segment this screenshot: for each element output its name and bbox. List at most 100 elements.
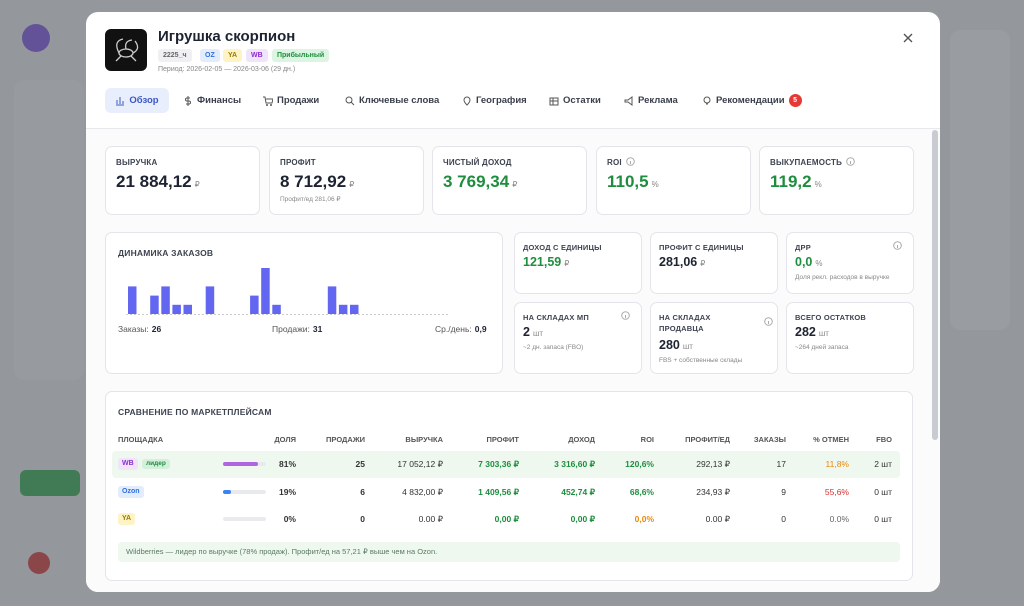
- table-title: СРАВНЕНИЕ ПО МАРКЕТПЛЕЙСАМ: [118, 407, 272, 417]
- tab[interactable]: Остатки: [549, 88, 601, 113]
- chart-stat: Продажи: 31: [272, 324, 322, 334]
- order-bar: [172, 304, 181, 314]
- column-header: ПРОФИТ/ЕД: [685, 435, 730, 444]
- order-bar: [250, 295, 259, 314]
- tab[interactable]: Финансы: [183, 88, 241, 113]
- column-header: ЗАКАЗЫ: [753, 435, 786, 444]
- orders-chart: [126, 268, 450, 315]
- kpi-label: ПРОФИТ: [280, 158, 316, 167]
- share-bar: [223, 489, 232, 494]
- tab-icon: [116, 96, 125, 105]
- table-cell: 0: [360, 514, 365, 524]
- table-cell: 19%: [278, 486, 296, 497]
- tab[interactable]: География: [462, 88, 527, 113]
- value: 110,5: [607, 172, 649, 191]
- info-icon[interactable]: [764, 317, 773, 326]
- unit: ₽: [700, 259, 706, 268]
- unit: %: [815, 259, 823, 268]
- chart-stat: Ср./день: 0,9: [435, 324, 487, 334]
- table-cell: 81%: [278, 459, 296, 469]
- order-bar: [183, 304, 192, 314]
- tab[interactable]: Рекомендации 5: [702, 88, 802, 113]
- kpi-card: [269, 146, 424, 215]
- kpi-sub: Профит/ед 281,06 ₽: [280, 196, 341, 203]
- info-icon[interactable]: [621, 311, 630, 320]
- unit: ₽: [194, 180, 200, 189]
- share-track: [223, 517, 266, 521]
- metric-card: [786, 302, 914, 374]
- column-header: ДОЛЯ: [274, 435, 296, 444]
- tag: 2225_ч: [158, 49, 192, 62]
- close-button[interactable]: [902, 32, 914, 44]
- platform-tag: YA: [118, 513, 136, 525]
- tab-icon: [624, 95, 633, 106]
- column-header: ПРОФИТ: [486, 435, 519, 444]
- table-cell: 0 шт: [874, 486, 892, 497]
- info-icon[interactable]: [846, 157, 855, 166]
- metric-label: ДОХОД С ЕДИНИЦЫ: [523, 243, 602, 252]
- column-header: ДОХОД: [568, 435, 595, 444]
- tab-icon: [345, 96, 355, 105]
- table-cell: 3 316,60 ₽: [554, 459, 595, 469]
- table-cell: 4 832,00 ₽: [402, 486, 443, 497]
- metric-value: 110,5%: [607, 172, 659, 192]
- metric-sub: ~264 дней запаса: [795, 344, 849, 351]
- tag: Прибыльный: [272, 49, 330, 62]
- order-bar: [272, 304, 281, 314]
- order-bar: [261, 268, 270, 314]
- kpi-card: [759, 146, 914, 215]
- table-cell: 0.0%: [829, 514, 849, 524]
- metric-value: 281,06 ₽: [659, 255, 705, 269]
- tab-label: Реклама: [638, 95, 678, 106]
- order-bar: [350, 304, 359, 314]
- metric-card: [514, 302, 642, 374]
- metric-sub: Доля рекл. расходов в выручке: [795, 274, 890, 281]
- tab-label: География: [476, 95, 527, 106]
- order-bar: [161, 286, 170, 314]
- table-cell: 0: [781, 514, 786, 524]
- scrollbar[interactable]: [932, 130, 938, 440]
- order-bar: [327, 286, 337, 314]
- tab-icon: [549, 97, 559, 105]
- table-cell: 17 052,12 ₽: [397, 459, 443, 469]
- table-cell: 2 шт: [874, 459, 892, 469]
- unit: шт: [532, 329, 544, 338]
- table-cell: 11,8%: [825, 459, 849, 469]
- metric-sub: ~2 дн. запаса (FBO): [523, 344, 584, 351]
- metric-value: 119,2%: [770, 172, 822, 192]
- info-icon[interactable]: [626, 157, 635, 166]
- value: 282: [795, 325, 816, 339]
- scorpion-icon: [115, 38, 139, 62]
- metric-value: 2 шт: [523, 325, 543, 339]
- metric-card: [650, 302, 778, 374]
- table-cell: 68,6%: [629, 486, 654, 497]
- tag: WB: [246, 49, 268, 62]
- kpi-label: ВЫРУЧКА: [116, 158, 158, 167]
- metric-value: 8 712,92 ₽: [280, 172, 354, 192]
- leader-badge: лидер: [142, 459, 170, 469]
- kpi-label: ROI: [607, 158, 622, 167]
- value: 281,06: [659, 255, 698, 269]
- tab-icon: [463, 96, 471, 106]
- tab[interactable]: Обзор: [105, 88, 169, 113]
- metric-card: [514, 232, 642, 294]
- table-cell: 452,74 ₽: [561, 486, 595, 497]
- metric-value: 3 769,34 ₽: [443, 172, 517, 192]
- metric-value: 282 шт: [795, 325, 829, 339]
- stat-value: 26: [151, 324, 162, 334]
- metric-value: 0,0%: [795, 255, 823, 269]
- kpi-label: ВЫКУПАЕМОСТЬ: [770, 158, 843, 167]
- tab-icon: [263, 96, 273, 106]
- order-bar: [128, 286, 137, 314]
- stat-value: 0,9: [474, 324, 487, 334]
- tab[interactable]: Продажи: [263, 88, 319, 113]
- tab[interactable]: Ключевые слова: [345, 88, 439, 113]
- table-cell: 0.00 ₽: [418, 514, 443, 524]
- metric-sub: FBS + собственные склады: [659, 357, 743, 364]
- info-icon[interactable]: [893, 241, 902, 250]
- tab-label: Остатки: [563, 95, 601, 106]
- tab[interactable]: Реклама: [624, 88, 678, 113]
- unit: шт: [682, 342, 693, 351]
- column-header: ПРОДАЖИ: [326, 435, 365, 444]
